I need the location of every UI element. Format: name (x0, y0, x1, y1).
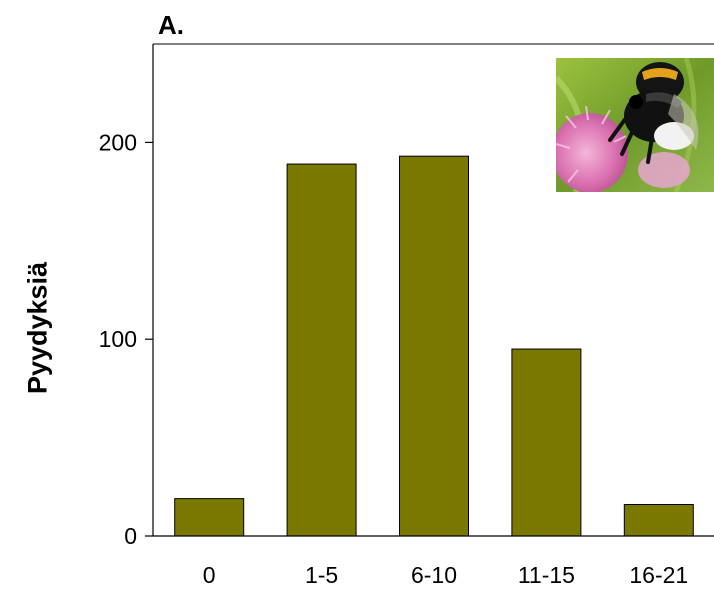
bar-16-21 (623, 504, 694, 537)
x-tick-label-16-21: 16-21 (629, 562, 688, 588)
bar-0 (174, 498, 245, 537)
y-tick-label-200: 200 (99, 129, 137, 155)
x-tick-label-0: 0 (203, 562, 216, 588)
y-tick-label-100: 100 (99, 326, 137, 352)
bumblebee-on-clover-icon (556, 58, 714, 192)
panel-label: A. (158, 10, 184, 40)
bar-11-15 (511, 348, 582, 537)
x-tick-label-6-10: 6-10 (411, 562, 457, 588)
x-tick-label-1-5: 1-5 (305, 562, 338, 588)
x-tick-label-11-15: 11-15 (518, 562, 575, 588)
y-tick-label-0: 0 (124, 523, 137, 549)
bar-1-5 (286, 163, 357, 537)
bar-6-10 (399, 155, 469, 537)
